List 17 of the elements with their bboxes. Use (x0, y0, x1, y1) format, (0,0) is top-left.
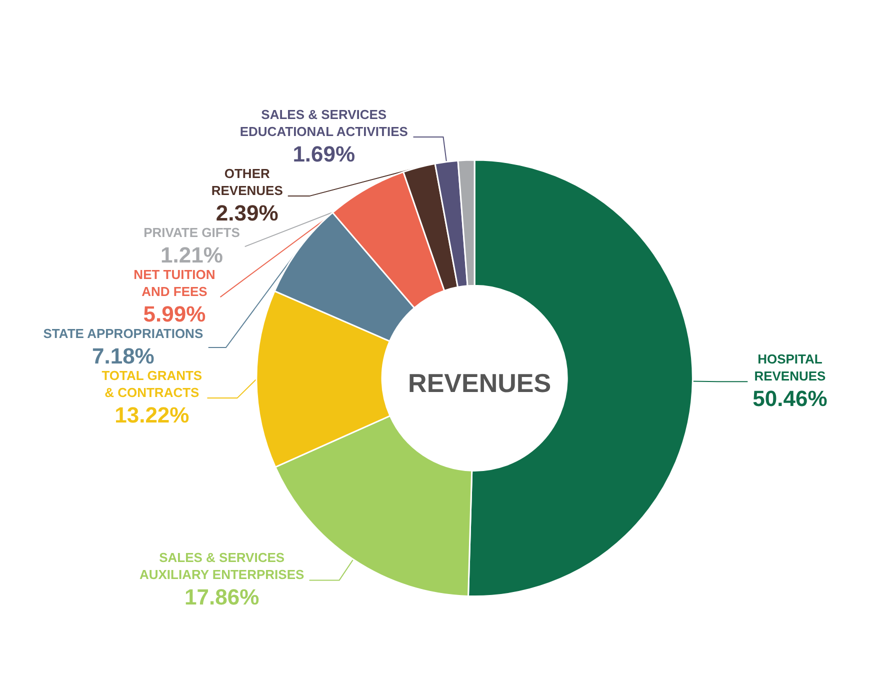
data-label: 7.18% (92, 344, 154, 369)
data-label: 1.21% (160, 242, 223, 268)
slice-label: HOSPITAL REVENUES (754, 352, 826, 384)
data-label: 13.22% (114, 402, 190, 428)
slice-label: SALES & SERVICES EDUCATIONAL ACTIVITIES (240, 107, 408, 140)
slice-label: TOTAL GRANTS & CONTRACTS (102, 368, 202, 400)
data-label: 2.39% (216, 200, 278, 226)
data-label: 1.69% (292, 142, 356, 167)
data-label: 5.99% (143, 302, 206, 327)
data-label: 50.46% (752, 386, 828, 412)
text: REVENUES (408, 368, 552, 398)
slice-label: STATE APPROPRIATIONS (43, 326, 204, 342)
data-label: 17.86% (184, 584, 260, 610)
slice-label: NET TUITION AND FEES (134, 267, 216, 300)
slice-label: SALES & SERVICES AUXILIARY ENTERPRISES (139, 550, 304, 582)
slice-label: PRIVATE GIFTS (144, 225, 240, 240)
slice-label: OTHER REVENUES (211, 166, 284, 198)
